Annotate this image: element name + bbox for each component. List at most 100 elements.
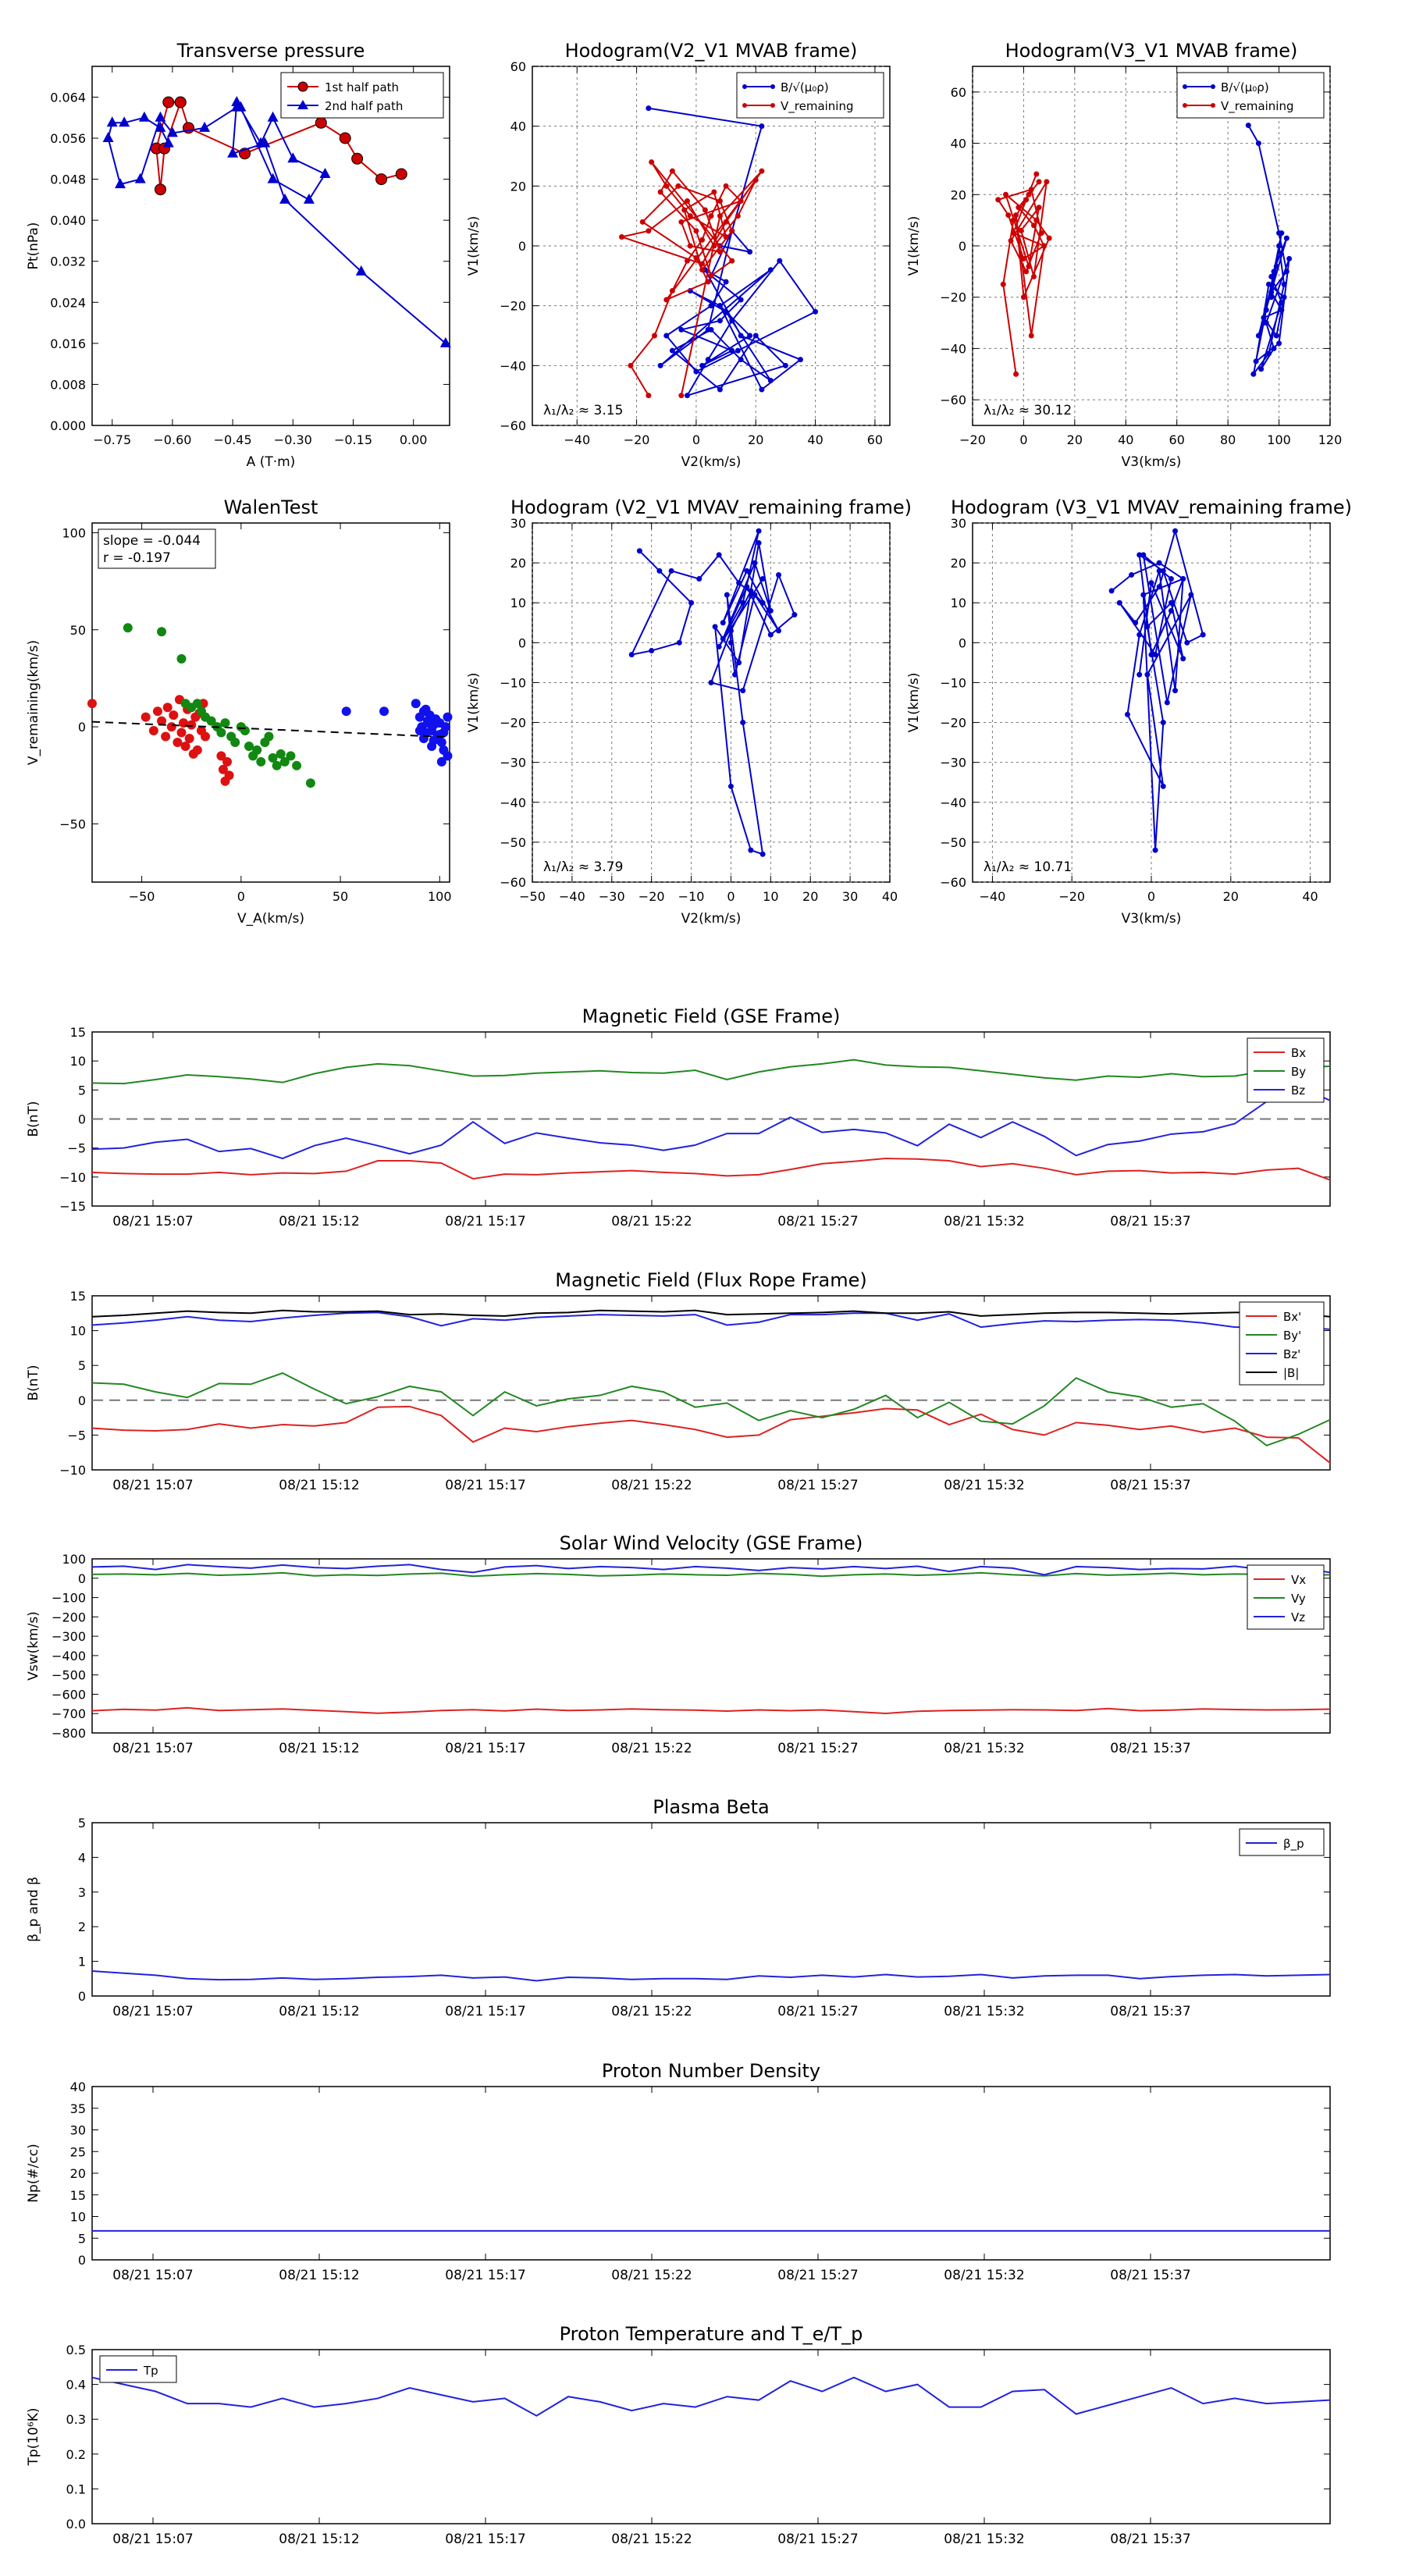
x-tick-label: 0 — [237, 889, 245, 904]
legend-label: Vy — [1291, 1592, 1306, 1606]
x-tick-label: 08/21 15:07 — [112, 1741, 193, 1756]
data-point — [735, 347, 741, 354]
fit-annotation: r = -0.197 — [103, 550, 171, 566]
series-line — [91, 1059, 1331, 1085]
legend-marker — [1183, 84, 1187, 89]
x-tick-label: −0.15 — [334, 432, 372, 447]
x-tick-label: 08/21 15:22 — [611, 2268, 692, 2283]
x-tick-label: 120 — [1318, 432, 1343, 447]
data-point — [1286, 255, 1293, 262]
legend-box — [1176, 72, 1325, 119]
x-tick-label: 08/21 15:37 — [1110, 2004, 1190, 2019]
y-tick-label: 0 — [78, 1112, 86, 1127]
data-point — [216, 728, 226, 738]
y-tick-label: −40 — [500, 795, 526, 810]
data-point — [678, 393, 685, 399]
data-point — [230, 737, 240, 747]
y-tick-label: 40 — [951, 137, 966, 151]
x-tick-label: 08/21 15:07 — [112, 1214, 193, 1229]
data-point — [192, 699, 202, 709]
y-tick-label: 10 — [510, 596, 526, 610]
data-point — [639, 219, 646, 225]
data-point — [782, 362, 788, 368]
data-point — [119, 116, 130, 127]
data-point — [255, 137, 267, 148]
data-point — [1038, 230, 1044, 237]
y-axis-label: Tp(10⁶K) — [26, 2407, 41, 2466]
data-point — [1108, 588, 1115, 594]
series-line — [1247, 125, 1290, 375]
data-point — [716, 552, 722, 558]
data-point — [759, 600, 766, 606]
x-tick-label: 20 — [1223, 889, 1239, 904]
y-tick-label: −5 — [67, 1141, 86, 1156]
eigenvalue-ratio-annotation: λ₁/λ₂ ≈ 3.15 — [543, 403, 623, 418]
y-tick-label: −40 — [500, 358, 526, 373]
data-point — [702, 207, 708, 213]
x-axis-label: V2(km/s) — [681, 911, 742, 927]
data-point — [1026, 191, 1032, 197]
x-tick-label: 08/21 15:27 — [777, 2268, 858, 2283]
data-point — [1276, 243, 1282, 249]
x-axis-label: V3(km/s) — [1122, 911, 1182, 927]
y-tick-label: 15 — [70, 1289, 86, 1304]
data-point — [180, 741, 190, 751]
legend-marker — [1211, 103, 1215, 108]
data-point — [123, 623, 133, 633]
data-point — [279, 193, 291, 204]
series-line — [1111, 528, 1204, 851]
x-tick-label: 08/21 15:22 — [611, 1741, 692, 1756]
data-point — [256, 756, 266, 767]
data-point — [1263, 307, 1269, 313]
data-point — [1013, 371, 1019, 377]
data-point — [1200, 632, 1206, 638]
data-point — [678, 326, 685, 333]
data-point — [1258, 366, 1264, 372]
data-point — [1136, 632, 1143, 638]
series-line — [91, 1564, 1331, 1576]
chart-title: Hodogram(V3_V1 MVAB frame) — [1005, 40, 1298, 62]
y-tick-label: −40 — [940, 795, 966, 810]
data-point — [264, 731, 274, 742]
data-point — [1279, 299, 1285, 305]
data-point — [319, 168, 331, 178]
data-point — [1253, 358, 1259, 365]
data-point — [1188, 592, 1194, 598]
chart-title: Plasma Beta — [653, 1796, 769, 1818]
y-tick-label: 0 — [959, 635, 966, 650]
y-tick-label: 0.056 — [50, 131, 86, 146]
x-tick-label: −20 — [959, 432, 986, 447]
data-point — [1255, 141, 1261, 147]
data-point — [699, 261, 706, 267]
y-tick-label: 60 — [951, 85, 966, 100]
data-point — [1265, 350, 1272, 357]
y-tick-label: −20 — [940, 290, 966, 305]
data-point — [1172, 688, 1179, 694]
data-point — [717, 198, 723, 204]
x-tick-label: 08/21 15:32 — [944, 2268, 1024, 2283]
data-point — [87, 699, 97, 709]
plot-frame — [91, 2349, 1331, 2524]
plot-frame — [532, 66, 891, 426]
series-line — [91, 1372, 1331, 1446]
data-point — [134, 173, 146, 183]
chart-solar-wind-velocity: Solar Wind Velocity (GSE Frame) 08/21 15:… — [26, 1532, 1331, 1756]
chart-title: Magnetic Field (GSE Frame) — [582, 1005, 841, 1027]
x-tick-label: 0.00 — [400, 432, 428, 447]
x-tick-label: −0.30 — [274, 432, 312, 447]
data-point — [102, 132, 114, 142]
data-point — [267, 173, 279, 183]
data-point — [723, 219, 729, 225]
legend-label: 2nd half path — [325, 99, 403, 113]
x-tick-label: 08/21 15:27 — [777, 1478, 858, 1493]
y-tick-label: 4 — [78, 1850, 86, 1865]
data-point — [421, 704, 431, 714]
y-tick-label: −15 — [59, 1199, 86, 1214]
x-tick-label: 08/21 15:12 — [279, 1478, 359, 1493]
chart-proton-number-density: Proton Number Density 08/21 15:07 08/21 15… — [26, 2060, 1331, 2283]
series-line — [91, 2376, 1331, 2417]
data-point — [436, 737, 446, 747]
data-point — [729, 258, 735, 264]
data-point — [138, 111, 150, 122]
